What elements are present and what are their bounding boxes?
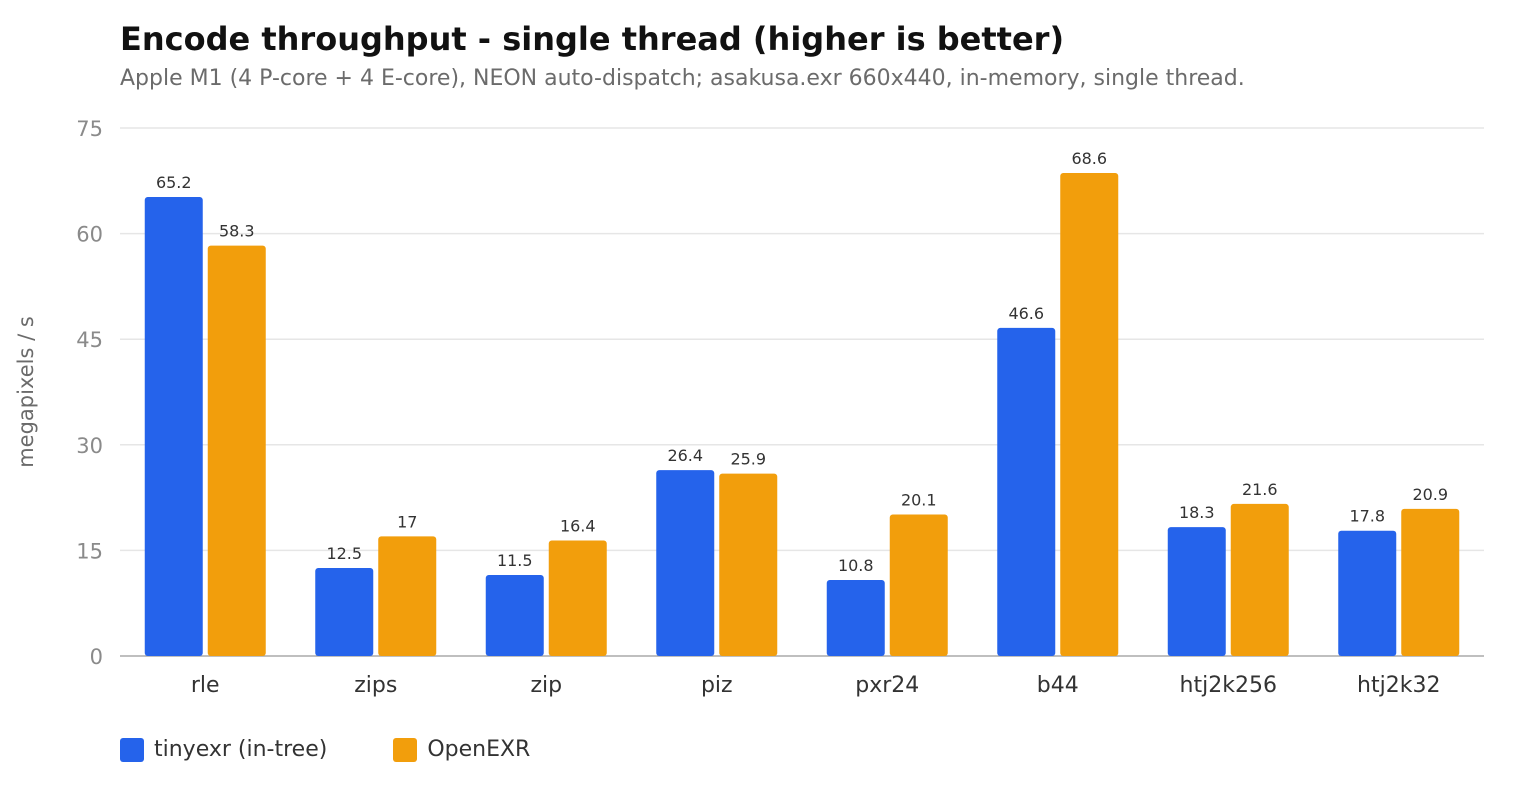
- chart-title: Encode throughput - single thread (highe…: [120, 20, 1065, 58]
- bar-openexr-htj2k256: [1230, 503, 1289, 656]
- bar-value-label: 18.3: [1179, 503, 1215, 522]
- bar-tinyexr-zip: [485, 575, 544, 656]
- x-tick-label: zips: [354, 673, 397, 698]
- bar-openexr-piz: [719, 473, 778, 656]
- y-tick-label: 45: [76, 328, 103, 352]
- bar-tinyexr-b44: [997, 327, 1056, 656]
- chart-legend: tinyexr (in-tree) OpenEXR: [120, 737, 596, 762]
- bar-openexr-htj2k32: [1401, 508, 1460, 656]
- x-tick-label: htj2k256: [1180, 673, 1277, 698]
- legend-label-openexr: OpenEXR: [427, 737, 531, 762]
- legend-item-tinyexr: tinyexr (in-tree): [120, 737, 327, 762]
- y-tick-label: 60: [76, 223, 103, 247]
- bar-value-label: 17: [397, 512, 417, 531]
- x-tick-label: piz: [701, 673, 733, 698]
- y-tick-label: 15: [76, 539, 103, 563]
- x-tick-label: b44: [1037, 673, 1079, 698]
- y-axis-title: megapixels / s: [14, 316, 38, 468]
- bar-value-label: 20.1: [901, 490, 937, 509]
- bar-tinyexr-pxr24: [826, 579, 885, 656]
- bar-value-label: 10.8: [838, 556, 874, 575]
- bar-openexr-pxr24: [889, 514, 948, 656]
- bar-tinyexr-rle: [144, 196, 203, 656]
- x-tick-label: zip: [530, 673, 562, 698]
- bar-tinyexr-zips: [315, 568, 374, 656]
- y-tick-label: 30: [76, 434, 103, 458]
- legend-item-openexr: OpenEXR: [393, 737, 530, 762]
- bar-value-label: 68.6: [1071, 149, 1107, 168]
- bar-tinyexr-piz: [656, 470, 715, 656]
- y-tick-label: 0: [90, 645, 103, 669]
- bar-value-label: 17.8: [1349, 507, 1385, 526]
- bar-value-label: 25.9: [730, 450, 766, 469]
- bar-openexr-b44: [1060, 173, 1119, 656]
- bar-value-label: 21.6: [1242, 480, 1278, 499]
- bar-value-label: 20.9: [1412, 485, 1448, 504]
- chart-subtitle: Apple M1 (4 P-core + 4 E-core), NEON aut…: [120, 66, 1245, 91]
- legend-label-tinyexr: tinyexr (in-tree): [154, 737, 328, 762]
- bar-openexr-zips: [378, 536, 437, 656]
- bar-value-label: 26.4: [667, 446, 703, 465]
- bar-value-label: 65.2: [156, 173, 192, 192]
- x-tick-label: pxr24: [855, 673, 919, 698]
- bar-openexr-zip: [548, 540, 607, 656]
- legend-swatch-tinyexr: [120, 737, 144, 762]
- bar-value-label: 12.5: [326, 544, 362, 563]
- y-tick-label: 75: [76, 117, 103, 141]
- bar-value-label: 11.5: [497, 551, 533, 570]
- bar-tinyexr-htj2k256: [1167, 527, 1226, 656]
- bar-value-label: 46.6: [1008, 304, 1044, 323]
- x-tick-label: htj2k32: [1357, 673, 1440, 698]
- bar-value-label: 58.3: [219, 222, 255, 241]
- bar-value-label: 16.4: [560, 517, 596, 536]
- x-tick-label: rle: [191, 673, 220, 698]
- bar-tinyexr-htj2k32: [1338, 530, 1397, 656]
- bar-openexr-rle: [207, 245, 266, 656]
- legend-swatch-openexr: [393, 737, 418, 762]
